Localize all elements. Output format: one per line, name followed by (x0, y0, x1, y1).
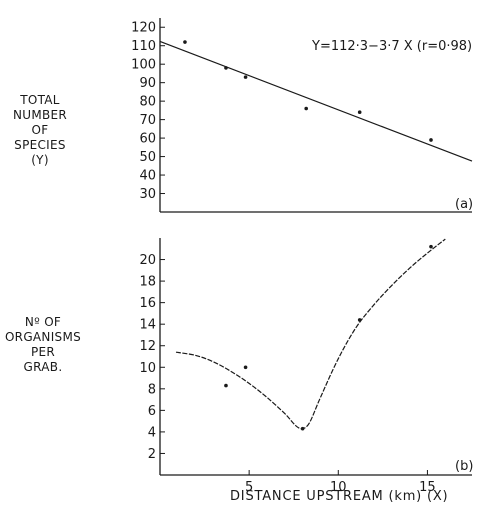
species-axis-label-line: SPECIES (14, 138, 66, 152)
species-data-points (183, 40, 433, 142)
panel-b-x-tick-label: 5 (245, 480, 253, 495)
organisms-axis-label-line: PER (31, 345, 55, 359)
regression-fit-line (159, 40, 473, 162)
panel-a-y-tick-label: 120 (131, 21, 156, 36)
species-point (243, 75, 248, 79)
panel-b-x-ticks: 5 10 15 (245, 470, 436, 495)
x-axis-label: DISTANCE UPSTREAM (km) (X) (230, 489, 448, 504)
panel-a-y-tick-label: 30 (139, 187, 156, 202)
panel-a-y-tick-label: 40 (139, 169, 156, 184)
panel-b-y-tick-label: 10 (139, 361, 156, 376)
species-axis-label-line: TOTAL (19, 93, 60, 107)
panel-a-y-tick-label: 110 (131, 39, 156, 54)
panel-a-y-tick-label: 50 (139, 150, 156, 165)
panel-a-y-tick-label: 90 (139, 76, 156, 91)
panel-b-y-tick-label: 12 (139, 339, 156, 354)
organisms-point (357, 318, 362, 322)
panel-b-y-tick-label: 6 (148, 404, 156, 419)
panel-a-y-ticks: 30 40 50 60 70 80 90 100 110 120 (131, 21, 165, 202)
panel-b-y-tick-label: 20 (139, 253, 156, 268)
panel-b-label: (b) (455, 459, 473, 474)
organisms-trend-curve (175, 238, 446, 430)
panel-a-y-tick-label: 70 (139, 113, 156, 128)
organisms-point (429, 244, 433, 249)
panel-a-y-tick-label: 100 (131, 58, 156, 73)
regression-equation: Y=112·3−3·7 X (r=0·98) (311, 39, 472, 54)
panel-b-y-tick-label: 2 (148, 447, 156, 462)
panel-b-y-tick-label: 16 (139, 296, 156, 311)
panel-b-y-tick-label: 14 (139, 318, 156, 333)
panel-b-x-tick-label: 10 (330, 480, 347, 495)
organisms-point (300, 426, 305, 431)
organisms-curve (175, 238, 446, 430)
organisms-axis-label-line: ORGANISMS (5, 330, 81, 344)
organisms-axis-label-line: Nº OF (25, 315, 61, 329)
species-axis-label-line: (Y) (31, 153, 49, 167)
species-point (429, 138, 433, 142)
panel-b-y-tick-label: 18 (139, 275, 156, 290)
panel-b-y-ticks: 2 4 6 8 10 12 14 16 18 20 (139, 253, 165, 462)
panel-a-species-chart: Y=112·3−3·7 X (r=0·98) (a) TOTALNUMBEROF… (13, 18, 473, 213)
species-axis-label-line: OF (32, 123, 49, 137)
organisms-axis-label-line: GRAB. (24, 360, 63, 374)
organisms-data-points (224, 244, 433, 431)
panel-a-axes (159, 18, 472, 213)
regression-line (159, 40, 473, 162)
panel-a-y-tick-label: 60 (139, 132, 156, 147)
species-point (224, 66, 228, 70)
species-axis-label-line: NUMBER (13, 108, 67, 122)
panel-b-y-tick-label: 4 (148, 425, 156, 440)
species-point (183, 40, 187, 44)
species-point (304, 106, 308, 111)
panel-b-x-tick-label: 15 (419, 480, 436, 495)
panel-a-y-tick-label: 80 (139, 95, 156, 110)
panel-b-axes (159, 238, 472, 476)
panel-a-label: (a) (455, 197, 473, 212)
organisms-point (243, 365, 248, 370)
organisms-point (224, 383, 228, 388)
species-point (357, 110, 362, 115)
panel-b-y-tick-label: 8 (148, 382, 156, 397)
